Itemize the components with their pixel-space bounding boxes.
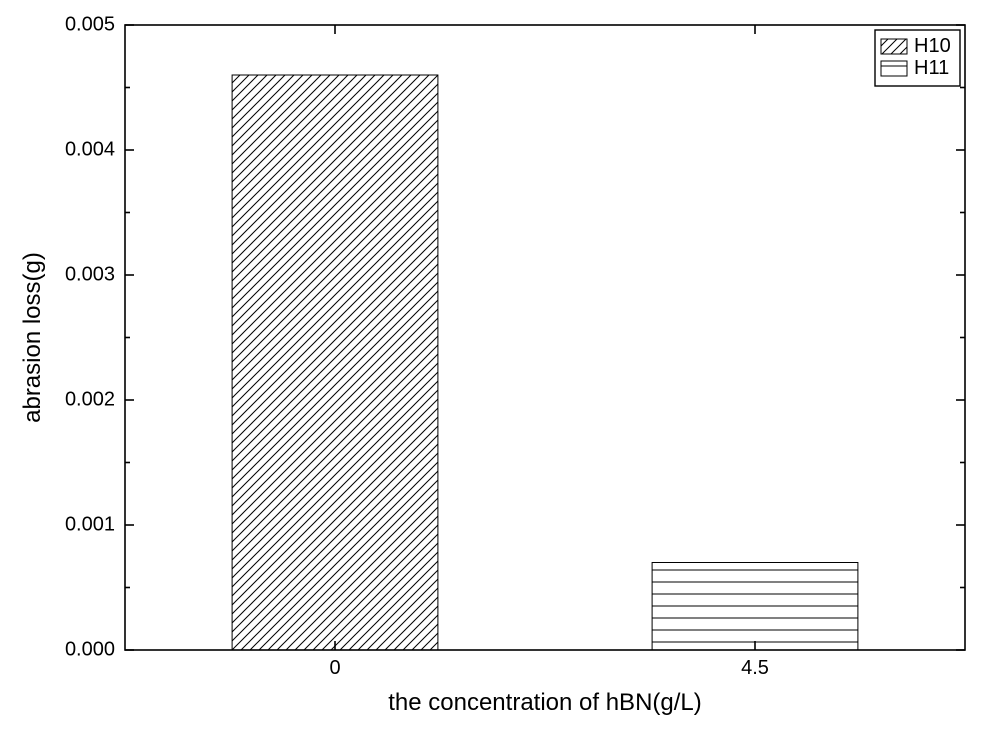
x-tick-label: 4.5 (741, 657, 769, 679)
y-tick-label: 0.001 (65, 513, 115, 535)
y-tick-label: 0.002 (65, 388, 115, 410)
legend-label: H11 (914, 57, 949, 79)
legend-label: H10 (914, 35, 951, 57)
x-axis-label: the concentration of hBN(g/L) (388, 689, 702, 716)
x-tick-label: 0 (329, 657, 340, 679)
y-tick-label: 0.005 (65, 13, 115, 35)
legend-swatch-H10 (881, 39, 907, 54)
y-tick-label: 0.000 (65, 638, 115, 660)
legend-swatch-H11 (881, 61, 907, 76)
y-axis-label: abrasion loss(g) (19, 252, 46, 423)
y-tick-label: 0.003 (65, 263, 115, 285)
bar-H10 (232, 75, 438, 650)
y-tick-label: 0.004 (65, 138, 115, 160)
bar-chart: 0.000 0.001 0.002 0.003 0.004 0.005 0 4.5 the co… (0, 0, 1000, 740)
bar-H11 (652, 563, 858, 651)
